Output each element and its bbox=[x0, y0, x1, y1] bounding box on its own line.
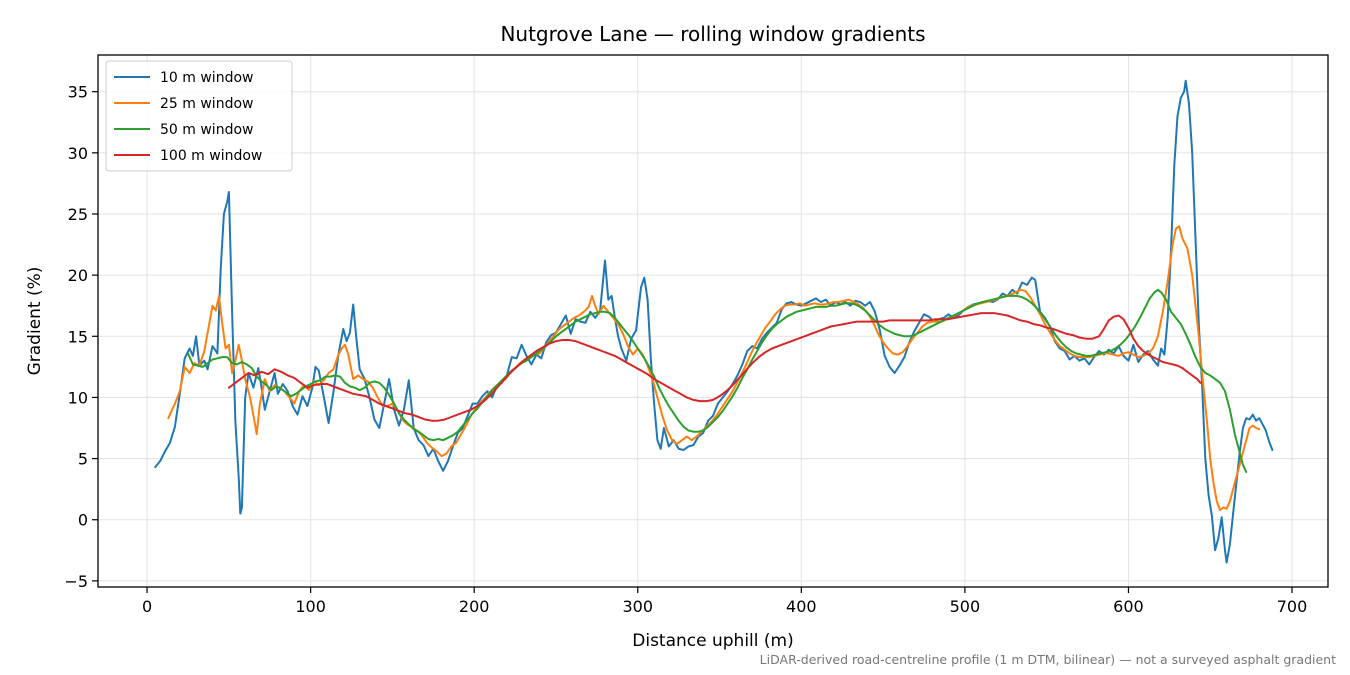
y-tick-label: 30 bbox=[68, 144, 88, 163]
y-tick-label: 5 bbox=[78, 450, 88, 469]
x-tick-label: 500 bbox=[950, 597, 981, 616]
grid bbox=[98, 55, 1328, 587]
series-line-3 bbox=[187, 288, 1248, 473]
y-tick-label: −5 bbox=[64, 572, 88, 591]
x-tick-label: 600 bbox=[1113, 597, 1144, 616]
footnote: LiDAR-derived road-centreline profile (1… bbox=[760, 652, 1336, 667]
x-tick-label: 300 bbox=[622, 597, 653, 616]
series-line-1 bbox=[154, 79, 1274, 564]
y-tick-label: 0 bbox=[78, 511, 88, 530]
plot-frame bbox=[97, 54, 1329, 588]
legend-label-1: 10 m window bbox=[160, 70, 253, 86]
y-tick-label: 20 bbox=[68, 266, 88, 285]
legend-box bbox=[105, 60, 293, 172]
x-tick-label: 400 bbox=[786, 597, 817, 616]
y-tick-label: 35 bbox=[68, 83, 88, 102]
y-tick-label: 25 bbox=[68, 205, 88, 224]
legend-label-4: 100 m window bbox=[160, 148, 262, 164]
x-tick-label: 700 bbox=[1277, 597, 1308, 616]
x-axis-label: Distance uphill (m) bbox=[632, 631, 793, 651]
y-tick-label: 15 bbox=[68, 327, 88, 346]
series-lines bbox=[154, 79, 1274, 564]
y-axis-label: Gradient (%) bbox=[25, 267, 45, 376]
x-tick-label: 0 bbox=[142, 597, 152, 616]
legend-label-2: 25 m window bbox=[160, 96, 253, 112]
x-tick-label: 100 bbox=[295, 597, 326, 616]
x-axis-ticks: 0 100 200 300 400 500 600 700 bbox=[142, 587, 1307, 616]
x-tick-label: 200 bbox=[459, 597, 490, 616]
y-axis-ticks: −5 0 5 10 15 20 25 30 35 bbox=[64, 83, 98, 591]
legend-label-3: 50 m window bbox=[160, 122, 253, 138]
y-tick-label: 10 bbox=[68, 388, 88, 407]
legend: 10 m window 25 m window 50 m window 100 m w… bbox=[105, 60, 293, 172]
chart-title: Nutgrove Lane — rolling window gradients bbox=[500, 22, 925, 46]
series-line-4 bbox=[227, 312, 1202, 422]
